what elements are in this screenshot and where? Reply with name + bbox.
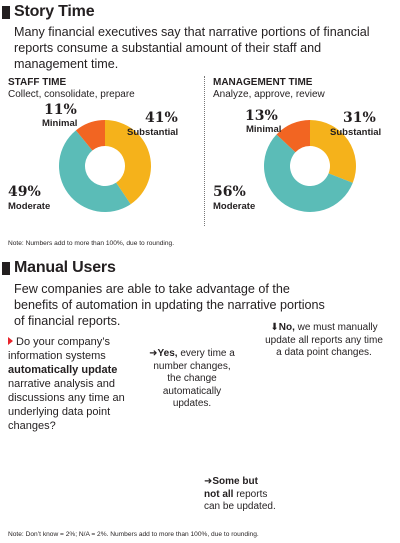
management-time-donut (264, 120, 356, 212)
chart-divider (204, 76, 205, 226)
management-minimal-value: 13% (245, 108, 278, 124)
section-title-story-time: Story Time (14, 3, 95, 20)
staff-minimal-value: 11% (44, 102, 77, 118)
answer-some-body: reports can be updated. (204, 488, 276, 513)
manual-users-lede: Few companies are able to take advantage… (14, 282, 325, 328)
answer-no-body: we must manually update all reports any … (265, 322, 383, 358)
staff-moderate-label: Moderate (8, 201, 51, 212)
management-substantial-value: 31% (343, 110, 376, 126)
section-marker (2, 262, 10, 275)
story-time-note: Note: Numbers add to more than 100%, due… (8, 240, 175, 247)
manual-users-note: Note: Don’t know = 2%; N/A = 2%. Numbers… (8, 531, 259, 538)
story-time-lede: Many financial executives say that narra… (14, 25, 370, 71)
management-moderate-label: Moderate (213, 201, 256, 212)
management-time-heading: MANAGEMENT TIME (213, 77, 313, 88)
staff-moderate-value: 49% (8, 184, 41, 200)
answer-some-value: 26% (129, 461, 187, 490)
management-time-slice-substantial (310, 120, 356, 183)
question-text-post: narrative analysis and discussions any t… (8, 378, 125, 432)
management-time-slice-moderate (264, 134, 353, 212)
answer-no-lead: No, (278, 322, 295, 333)
section-title-manual-users: Manual Users (14, 259, 116, 276)
management-time-subtitle: Analyze, approve, review (213, 89, 325, 100)
staff-time-slice-moderate (59, 130, 131, 212)
answer-yes-value: 8% (235, 360, 263, 380)
management-minimal-label: Minimal (246, 124, 282, 135)
survey-question: Do your company’s information systems au… (8, 335, 132, 433)
question-text-bold: automatically update (8, 364, 118, 376)
staff-minimal-label: Minimal (42, 118, 78, 129)
arrow-icon: ➜ (204, 476, 213, 487)
answer-yes-text: ➜Yes, every time a number changes, the c… (146, 348, 238, 411)
answer-some-text: ➜Some but not all reports can be updated… (204, 476, 276, 514)
management-moderate-value: 56% (213, 184, 246, 200)
staff-substantial-value: 41% (145, 110, 178, 126)
staff-time-heading: STAFF TIME (8, 77, 67, 88)
question-text-pre: Do your company’s information systems (8, 336, 110, 362)
staff-time-donut (59, 120, 151, 212)
staff-time-slice-substantial (105, 120, 151, 205)
management-substantial-label: Substantial (330, 127, 382, 138)
answer-yes-body: every time a number changes, the change … (153, 348, 235, 409)
answer-some-lead: Some but not all (204, 476, 258, 500)
staff-time-slice-minimal (75, 120, 105, 151)
staff-substantial-label: Substantial (127, 127, 179, 138)
answer-no-text: ⬇No, we must manually update all reports… (264, 322, 384, 360)
arrow-down-icon: ⬇ (270, 322, 279, 333)
answer-yes-lead: Yes, (157, 348, 178, 359)
management-time-slice-minimal (276, 120, 310, 153)
question-marker-icon (8, 337, 13, 345)
answer-no-value: 63% (282, 419, 368, 461)
arrow-icon: ➜ (149, 348, 158, 359)
staff-time-subtitle: Collect, consolidate, prepare (8, 89, 135, 100)
section-marker (2, 6, 10, 19)
